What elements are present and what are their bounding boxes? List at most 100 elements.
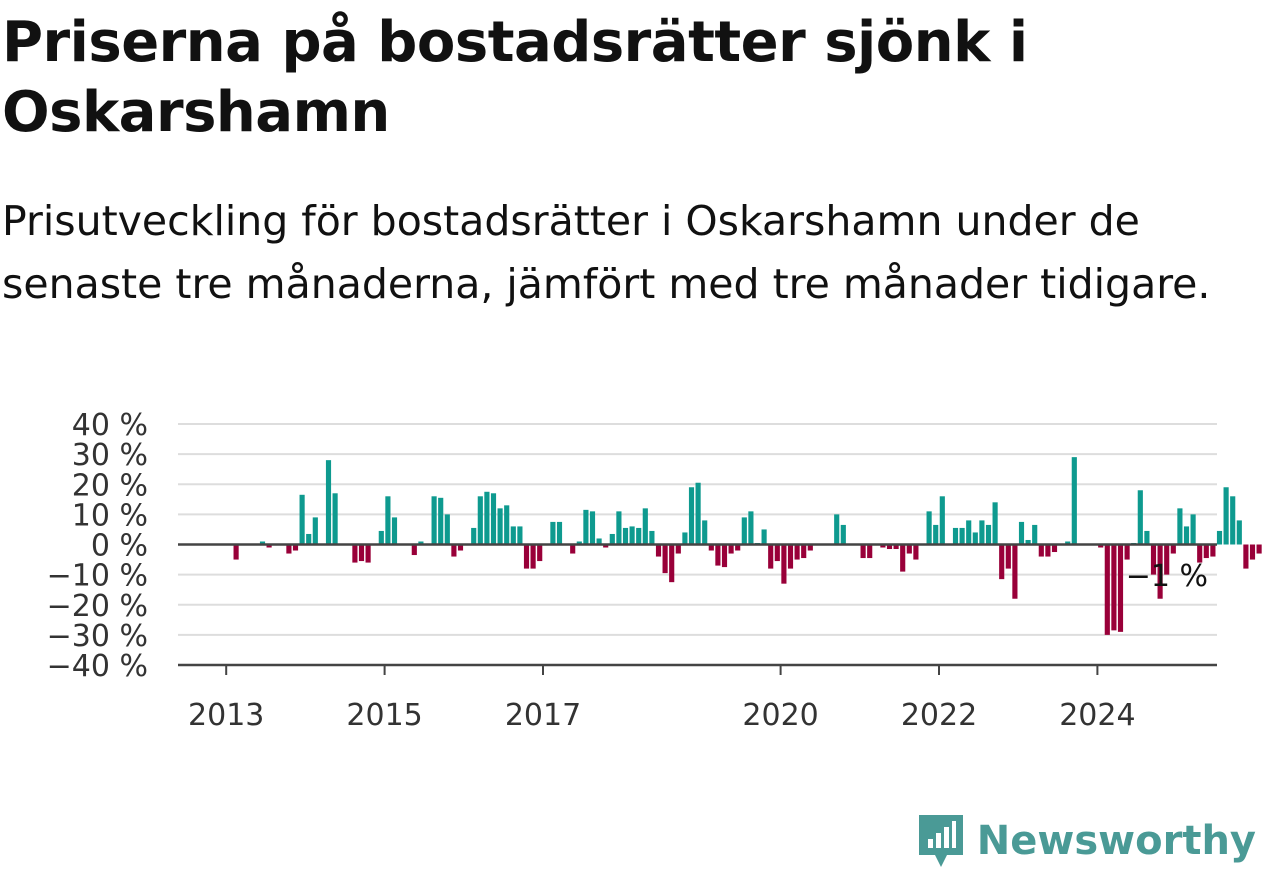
- bar: [325, 460, 332, 545]
- bar: [1005, 544, 1011, 569]
- bar: [609, 533, 615, 545]
- bar: [913, 544, 919, 560]
- bar: [411, 544, 417, 556]
- bar: [721, 544, 728, 568]
- bar: [642, 508, 648, 545]
- bar: [761, 529, 767, 545]
- bar: [636, 527, 642, 545]
- bar: [385, 496, 391, 545]
- grid-lines: [178, 423, 1217, 636]
- y-tick-label: 10 %: [72, 498, 148, 533]
- bar: [794, 544, 800, 560]
- bar: [484, 491, 490, 545]
- bar: [1256, 544, 1262, 554]
- axes: [178, 543, 1217, 667]
- bar: [431, 496, 437, 545]
- bar: [523, 544, 530, 569]
- bar: [748, 511, 754, 545]
- bar: [966, 520, 972, 545]
- y-tick-label: −30 %: [47, 619, 148, 654]
- bar: [886, 544, 893, 550]
- bar: [306, 533, 312, 545]
- y-tick-label: 30 %: [72, 438, 148, 473]
- bar: [622, 527, 629, 545]
- bar: [266, 544, 272, 548]
- bar: [688, 487, 695, 545]
- bar: [1071, 457, 1077, 545]
- bar: [1144, 530, 1150, 545]
- bar: [992, 502, 998, 545]
- bar: [312, 517, 318, 545]
- bar: [556, 521, 563, 545]
- bar: [959, 527, 965, 545]
- bar: [933, 524, 939, 545]
- bar: [1038, 544, 1044, 557]
- bar: [1012, 544, 1018, 599]
- bar: [867, 544, 873, 559]
- bar: [1150, 544, 1157, 575]
- bar: [880, 544, 886, 548]
- bar: [735, 544, 741, 551]
- bar: [1243, 544, 1249, 569]
- bar: [1230, 496, 1236, 545]
- bar: [979, 520, 985, 545]
- x-tick-label: 2015: [346, 698, 422, 733]
- x-tick-label: 2024: [1059, 698, 1135, 733]
- bar: [451, 544, 457, 557]
- newsworthy-logo: Newsworthy: [917, 813, 1256, 869]
- bar: [702, 520, 708, 545]
- bar: [603, 544, 609, 548]
- bar: [629, 526, 635, 545]
- bar: [781, 544, 787, 584]
- bar: [1124, 544, 1130, 560]
- bar: [233, 544, 239, 560]
- bar: [807, 544, 813, 551]
- bar: [1111, 544, 1117, 631]
- bar: [952, 527, 959, 545]
- bar: [517, 526, 523, 545]
- bar: [292, 544, 299, 551]
- bar: [299, 494, 305, 545]
- y-tick-label: −10 %: [47, 559, 148, 594]
- chart-subtitle: Prisutveckling för bostadsrätter i Oskar…: [2, 197, 1211, 308]
- y-tick-label: −20 %: [47, 589, 148, 624]
- bar: [1137, 490, 1143, 545]
- bar: [1032, 524, 1038, 545]
- bar: [589, 511, 596, 545]
- bar: [669, 544, 675, 583]
- bar: [1223, 487, 1229, 545]
- bar: [1216, 530, 1223, 545]
- latest-value-label: −1 %: [1126, 559, 1208, 594]
- bar: [1210, 544, 1216, 557]
- bar: [550, 521, 556, 545]
- bar: [1045, 544, 1051, 557]
- y-axis-tick-labels: 40 %30 %20 %10 %0 %−10 %−20 %−30 %−40 %: [47, 408, 148, 684]
- bar: [504, 505, 510, 545]
- bar: [926, 511, 932, 545]
- x-tick-label: 2020: [742, 698, 818, 733]
- bar: [741, 517, 747, 545]
- bar: [939, 496, 945, 545]
- bar: [708, 544, 714, 551]
- bar: [1098, 544, 1104, 548]
- bar: [391, 517, 398, 545]
- bar: [662, 544, 668, 574]
- y-tick-label: 40 %: [72, 408, 148, 443]
- bar: [365, 544, 371, 563]
- bar: [682, 532, 688, 545]
- bar: [583, 509, 589, 545]
- bar: [418, 541, 424, 545]
- bar: [728, 544, 734, 554]
- bar: [972, 532, 978, 545]
- brand-name: Newsworthy: [976, 818, 1256, 864]
- bar: [1025, 539, 1031, 545]
- bar: [1065, 541, 1071, 545]
- bar: [655, 544, 662, 557]
- bar: [259, 541, 266, 545]
- x-axis-tick-labels: 2013 2015 2017 2020 2022 2024: [188, 665, 1136, 733]
- bar: [1164, 544, 1170, 575]
- bar: [1018, 521, 1025, 545]
- bar: [1117, 544, 1124, 632]
- bar: [510, 526, 516, 545]
